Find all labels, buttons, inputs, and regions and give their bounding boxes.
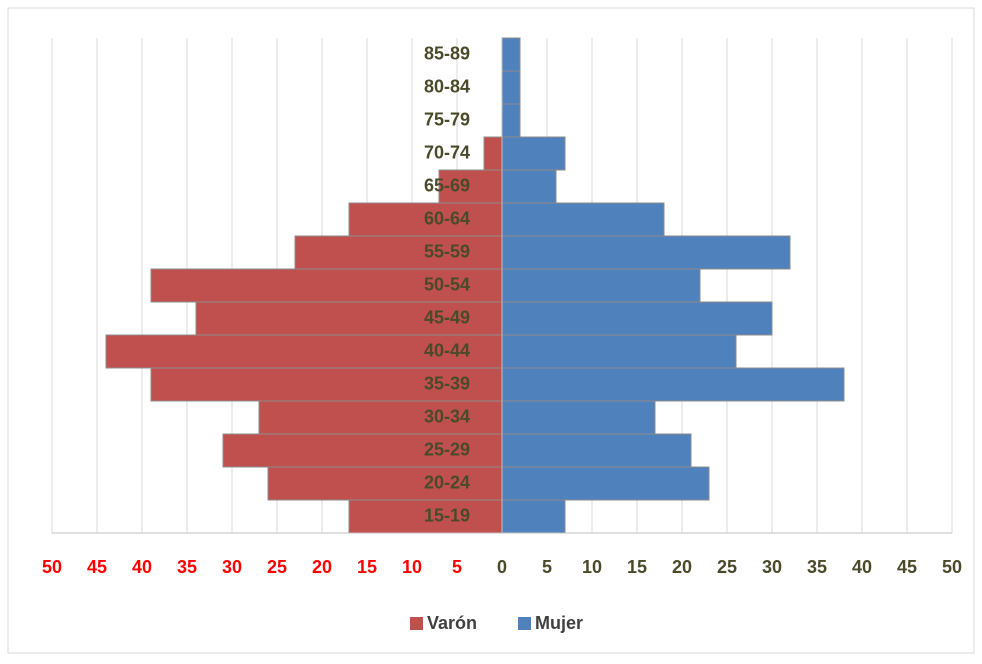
category-label: 50-54: [424, 274, 470, 294]
x-tick-label: 25: [267, 557, 287, 577]
bar: [501, 301, 773, 336]
x-tick-label: 45: [87, 557, 107, 577]
category-label: 55-59: [424, 241, 470, 261]
legend-label: Mujer: [535, 613, 583, 633]
bar: [501, 103, 521, 138]
category-label: 25-29: [424, 439, 470, 459]
bar: [483, 136, 503, 171]
bar: [501, 400, 656, 435]
x-tick-label: 40: [132, 557, 152, 577]
x-tick-label: 35: [807, 557, 827, 577]
bar: [501, 367, 845, 402]
legend-swatch: [410, 617, 423, 630]
x-tick-label: 10: [582, 557, 602, 577]
bar: [258, 400, 503, 435]
category-label: 40-44: [424, 340, 470, 360]
x-tick-label: 40: [852, 557, 872, 577]
category-label: 70-74: [424, 142, 470, 162]
category-label: 60-64: [424, 208, 470, 228]
bar: [501, 169, 557, 204]
x-tick-label: 50: [42, 557, 62, 577]
bar: [501, 70, 521, 105]
bar: [501, 136, 566, 171]
bar: [501, 202, 665, 237]
bar: [150, 268, 503, 303]
legend-swatch: [518, 617, 531, 630]
bar: [150, 367, 503, 402]
category-label: 35-39: [424, 373, 470, 393]
bar: [501, 37, 521, 72]
category-label: 75-79: [424, 109, 470, 129]
bar: [294, 235, 503, 270]
x-tick-label: 10: [402, 557, 422, 577]
x-tick-label: 5: [542, 557, 552, 577]
category-label: 85-89: [424, 43, 470, 63]
bar: [348, 202, 503, 237]
x-tick-label: 30: [222, 557, 242, 577]
bar: [501, 499, 566, 534]
bar: [501, 433, 692, 468]
x-tick-label: 25: [717, 557, 737, 577]
x-tick-label: 5: [452, 557, 462, 577]
bar: [501, 334, 737, 369]
x-tick-label: 50: [942, 557, 962, 577]
bar: [195, 301, 503, 336]
bar: [501, 466, 710, 501]
x-tick-label: 0: [497, 557, 507, 577]
x-tick-label: 45: [897, 557, 917, 577]
category-label: 65-69: [424, 175, 470, 195]
bar: [438, 169, 503, 204]
category-label: 20-24: [424, 472, 470, 492]
category-label: 15-19: [424, 505, 470, 525]
bar: [501, 268, 701, 303]
x-tick-label: 15: [357, 557, 377, 577]
category-label: 45-49: [424, 307, 470, 327]
x-tick-label: 35: [177, 557, 197, 577]
bar: [501, 235, 791, 270]
x-tick-label: 20: [312, 557, 332, 577]
x-tick-label: 30: [762, 557, 782, 577]
legend-label: Varón: [427, 613, 477, 633]
category-label: 80-84: [424, 76, 470, 96]
x-tick-label: 20: [672, 557, 692, 577]
category-label: 30-34: [424, 406, 470, 426]
x-tick-label: 15: [627, 557, 647, 577]
